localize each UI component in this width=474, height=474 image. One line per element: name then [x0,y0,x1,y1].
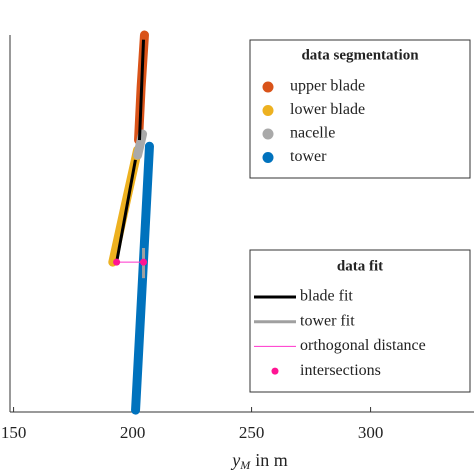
x-label-text: in m [255,450,288,470]
legend-swatch [262,81,274,93]
fit-line [115,159,137,263]
legend-label: upper blade [290,78,365,95]
legend-label: tower fit [300,312,355,329]
legend-label: intersections [300,362,381,379]
legend-label: orthogonal distance [300,337,426,354]
x-tick-label: 150 [1,423,27,442]
legend-swatch [262,128,274,140]
legend-label: lower blade [290,101,365,118]
fit-line [137,39,146,141]
legend-label: blade fit [300,288,353,305]
marker [140,258,148,266]
legend-label: nacelle [290,125,335,142]
x-axis-label: yM in m [230,450,288,472]
legend-box [249,39,471,179]
marker [113,258,121,266]
legend-title: data fit [337,258,383,274]
legend-label: tower [290,148,327,165]
x-tick-label: 200 [120,423,146,442]
plot-area [108,30,154,415]
legend-swatch [262,105,274,116]
legend-title: data segmentation [301,47,419,63]
x-tick-label: 300 [358,423,384,442]
x-tick-label: 250 [239,423,265,442]
x-label-symbol: y [230,450,240,470]
legend-swatch [271,367,279,375]
x-label-subscript: M [239,458,251,472]
data-band [133,129,148,160]
legend-swatch [262,152,274,163]
